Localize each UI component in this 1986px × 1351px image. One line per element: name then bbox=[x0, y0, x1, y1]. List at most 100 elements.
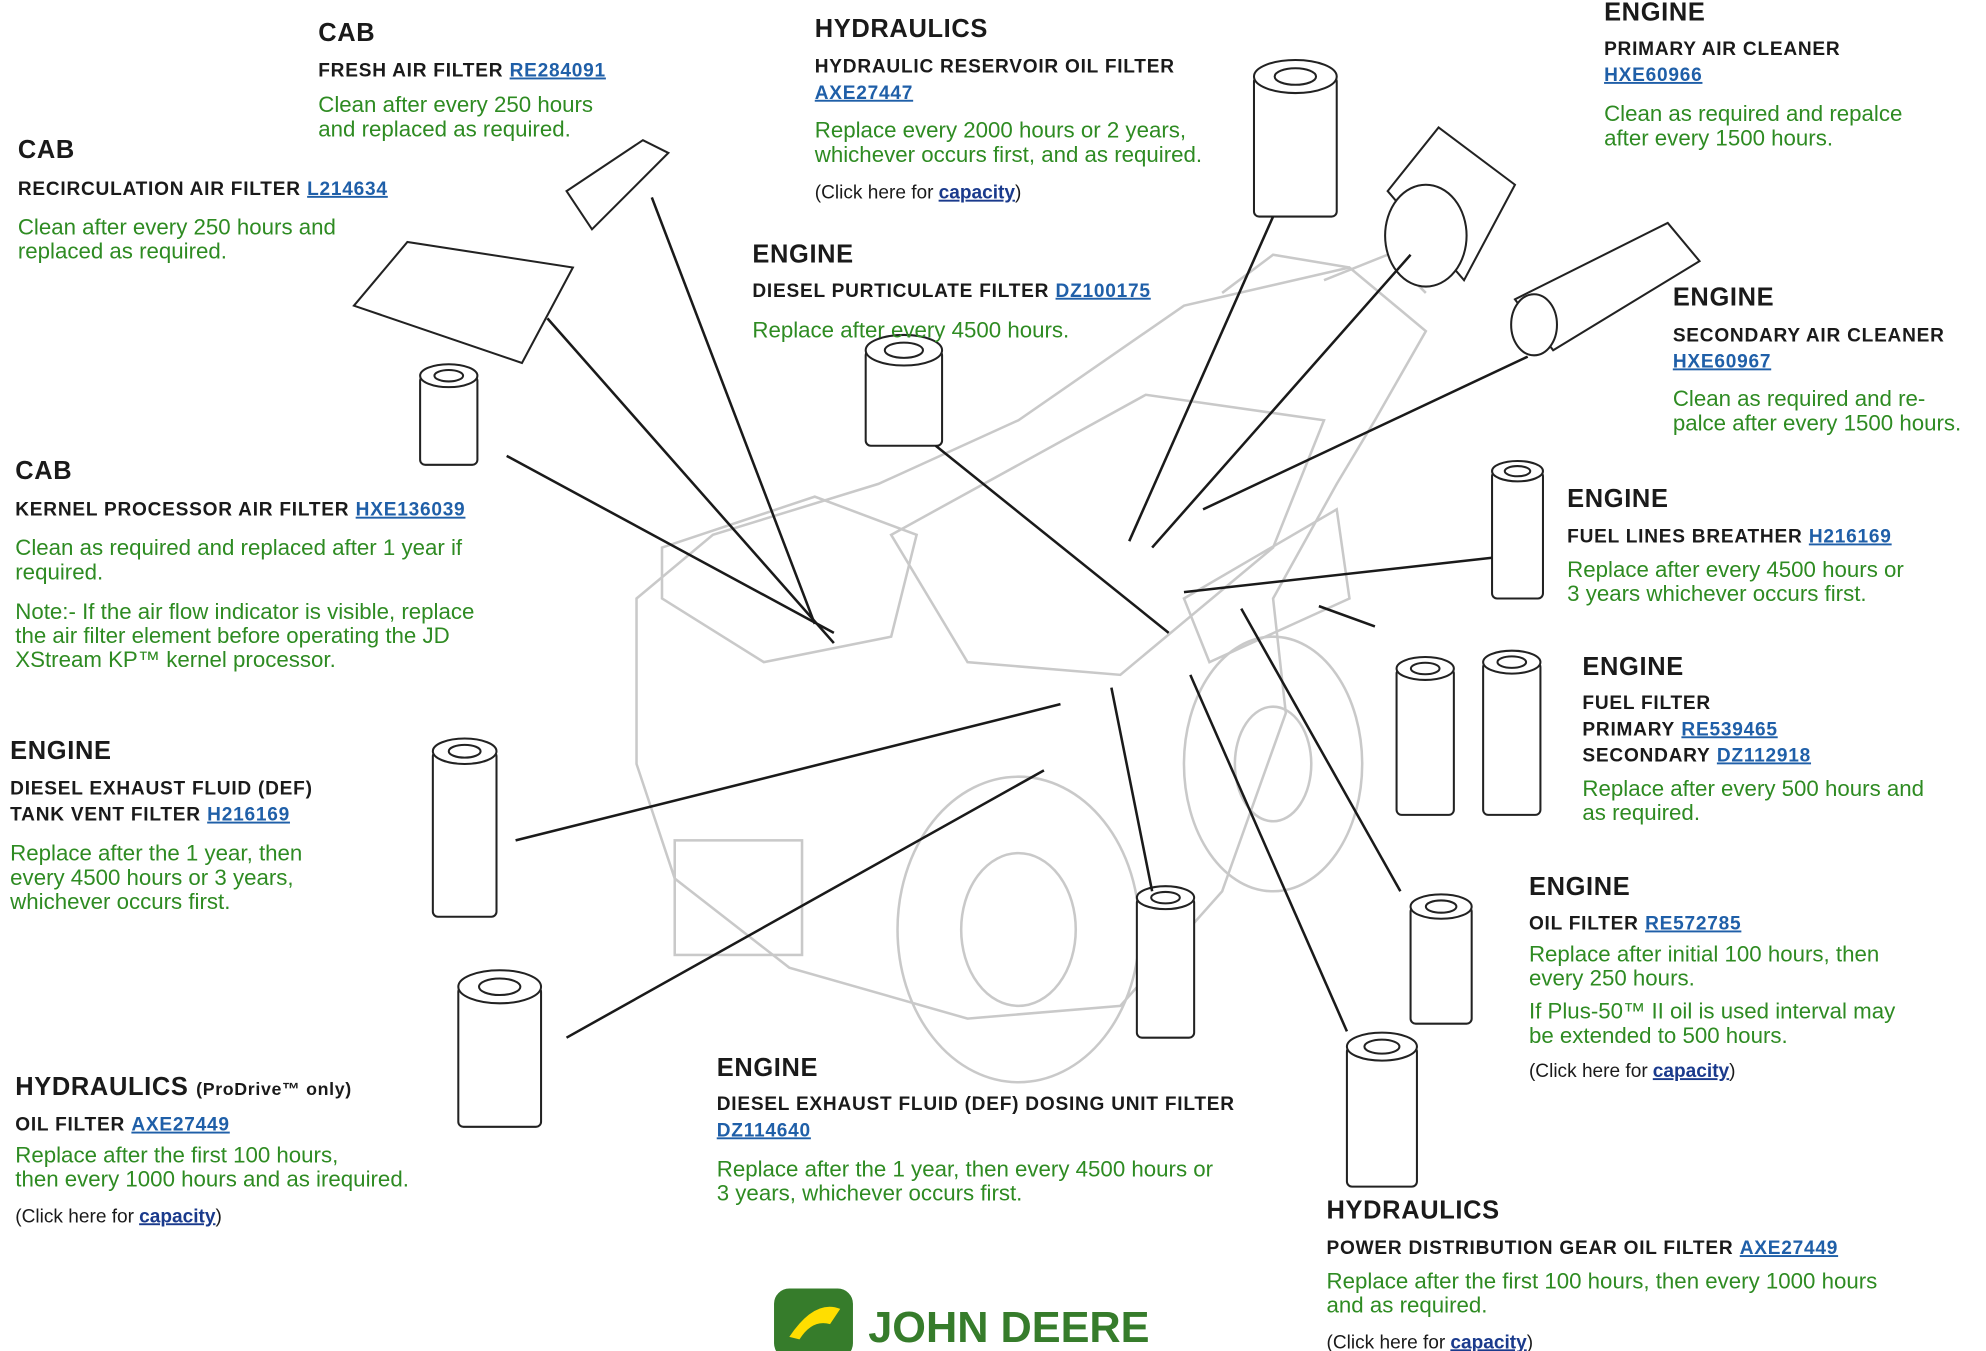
air-cleaner-end bbox=[1511, 294, 1557, 355]
heading-text: ENGINE bbox=[717, 1054, 818, 1082]
filter-name: FUEL LINES BREATHER bbox=[1567, 526, 1802, 547]
service-note: Replace after the 1 year, then every 450… bbox=[717, 1156, 1214, 1181]
service-note: If Plus-50™ II oil is used interval may bbox=[1529, 999, 1896, 1024]
heading-text: CAB bbox=[318, 19, 375, 47]
part-number-link[interactable]: AXE27449 bbox=[1740, 1238, 1838, 1259]
capacity-link[interactable]: capacity bbox=[939, 183, 1016, 204]
part-number-link[interactable]: DZ114640 bbox=[717, 1120, 811, 1141]
filter-name: PRIMARY AIR CLEANER bbox=[1604, 39, 1840, 60]
filter-label: OIL FILTERAXE27449 bbox=[15, 1115, 230, 1136]
part-number-link[interactable]: DZ112918 bbox=[1717, 745, 1811, 766]
service-note: Replace after the first 100 hours, bbox=[15, 1142, 338, 1167]
filter-port bbox=[479, 978, 520, 995]
filter-label: HXE60967 bbox=[1673, 351, 1771, 372]
part-number-link[interactable]: HXE136039 bbox=[356, 500, 466, 521]
part-number-link[interactable]: HXE60967 bbox=[1673, 351, 1771, 372]
callout: ENGINEDIESEL PURTICULATE FILTERDZ100175R… bbox=[752, 240, 1150, 342]
filter-port bbox=[434, 370, 463, 381]
cab-filter-panel bbox=[354, 242, 573, 363]
filter-body bbox=[1411, 907, 1472, 1024]
heading-text: ENGINE bbox=[1582, 653, 1683, 681]
service-note: every 250 hours. bbox=[1529, 965, 1695, 990]
heading-text: HYDRAULICS bbox=[1327, 1196, 1500, 1224]
callout-heading: ENGINE bbox=[10, 737, 111, 765]
filter-port bbox=[1411, 663, 1440, 674]
service-note: Replace after every 4500 hours or bbox=[1567, 557, 1904, 582]
service-note: replaced as required. bbox=[18, 239, 227, 264]
service-note: and replaced as required. bbox=[318, 116, 571, 141]
service-diagram: JOHN DEERE CABFRESH AIR FILTERRE284091Cl… bbox=[0, 0, 1986, 1351]
filter-body bbox=[1254, 77, 1337, 217]
callout-heading: ENGINE bbox=[1582, 653, 1683, 681]
capacity-prefix: (Click here for bbox=[1327, 1332, 1446, 1351]
capacity-prefix: (Click here for bbox=[1529, 1061, 1648, 1082]
capacity-link[interactable]: capacity bbox=[139, 1206, 216, 1227]
callout-heading: ENGINE bbox=[1673, 284, 1774, 312]
part-number-link[interactable]: RE284091 bbox=[510, 61, 606, 82]
filter-label: DIESEL PURTICULATE FILTERDZ100175 bbox=[752, 281, 1150, 302]
service-note: required. bbox=[15, 559, 103, 584]
callout: ENGINE SECONDARY AIR CLEANER HXE60967 Clean… bbox=[1673, 284, 1961, 436]
part-number-link[interactable]: AXE27449 bbox=[131, 1115, 229, 1136]
service-note: Replace after initial 100 hours, then bbox=[1529, 941, 1879, 966]
part-number-link[interactable]: RE539465 bbox=[1681, 719, 1777, 740]
callout-heading: CAB bbox=[18, 136, 75, 164]
logo-text: JOHN DEERE bbox=[868, 1304, 1149, 1351]
heading-note: (ProDrive™ only) bbox=[196, 1079, 352, 1099]
filter-port bbox=[1275, 68, 1316, 85]
callout-heading: ENGINE bbox=[717, 1054, 818, 1082]
capacity-suffix: ) bbox=[1527, 1332, 1533, 1351]
heading-text: CAB bbox=[15, 457, 72, 485]
service-note: Clean as required and repalce bbox=[1604, 101, 1902, 126]
filter-label: RECIRCULATION AIR FILTERL214634 bbox=[18, 179, 388, 200]
service-note: 3 years whichever occurs first. bbox=[1567, 581, 1866, 606]
page: JOHN DEERE CABFRESH AIR FILTERRE284091Cl… bbox=[0, 0, 1986, 1351]
heading-text: CAB bbox=[18, 136, 75, 164]
logo: JOHN DEERE bbox=[774, 1288, 1150, 1351]
capacity-suffix: ) bbox=[1015, 183, 1021, 204]
filter-body bbox=[1483, 662, 1540, 815]
filter-port bbox=[1426, 900, 1457, 912]
filter-name: FUEL FILTER bbox=[1582, 693, 1711, 714]
filter-name: OIL FILTER bbox=[1529, 913, 1639, 934]
filter-label: KERNEL PROCESSOR AIR FILTERHXE136039 bbox=[15, 500, 465, 521]
service-note: Note:- If the air flow indicator is visi… bbox=[15, 599, 474, 624]
filter-port bbox=[1151, 892, 1180, 903]
part-number-link[interactable]: HXE60966 bbox=[1604, 65, 1702, 86]
service-note: 3 years, whichever occurs first. bbox=[717, 1181, 1023, 1206]
filter-body bbox=[458, 987, 541, 1127]
filter-label: DIESEL EXHAUST FLUID (DEF) DOSING UNIT F… bbox=[717, 1094, 1235, 1115]
service-note: Replace after every 4500 hours. bbox=[752, 317, 1069, 342]
service-note: Clean as required and re- bbox=[1673, 386, 1926, 411]
part-number-link[interactable]: DZ100175 bbox=[1056, 281, 1151, 302]
capacity-link[interactable]: capacity bbox=[1653, 1061, 1730, 1082]
filter-name: POWER DISTRIBUTION GEAR OIL FILTER bbox=[1327, 1238, 1734, 1259]
callout-heading: CAB bbox=[318, 19, 375, 47]
capacity-suffix: ) bbox=[215, 1206, 221, 1227]
capacity-link[interactable]: capacity bbox=[1450, 1332, 1527, 1351]
filter-port bbox=[1505, 466, 1530, 476]
filter-name: DIESEL EXHAUST FLUID (DEF) DOSING UNIT F… bbox=[717, 1094, 1235, 1115]
cab-filter-panel bbox=[567, 140, 669, 229]
filter-port bbox=[885, 343, 923, 358]
filter-label: SECONDARY AIR CLEANER bbox=[1673, 325, 1945, 346]
filter-label: AXE27447 bbox=[815, 83, 913, 104]
service-note: Replace after every 500 hours and bbox=[1582, 776, 1924, 801]
part-number-link[interactable]: H216169 bbox=[1809, 526, 1892, 547]
filter-label: DZ114640 bbox=[717, 1120, 811, 1141]
service-note: as required. bbox=[1582, 800, 1700, 825]
part-number-link[interactable]: AXE27447 bbox=[815, 83, 913, 104]
filter-label: HYDRAULIC RESERVOIR OIL FILTER bbox=[815, 57, 1175, 78]
part-number-link[interactable]: RE572785 bbox=[1645, 913, 1741, 934]
part-number-link[interactable]: L214634 bbox=[307, 179, 388, 200]
filter-body bbox=[420, 376, 477, 465]
heading-text: ENGINE bbox=[1529, 873, 1630, 901]
filter-body bbox=[1137, 898, 1194, 1038]
part-number-link[interactable]: H216169 bbox=[207, 805, 290, 826]
service-note: Clean after every 250 hours and bbox=[18, 214, 336, 239]
heading-text: ENGINE bbox=[1604, 0, 1705, 27]
